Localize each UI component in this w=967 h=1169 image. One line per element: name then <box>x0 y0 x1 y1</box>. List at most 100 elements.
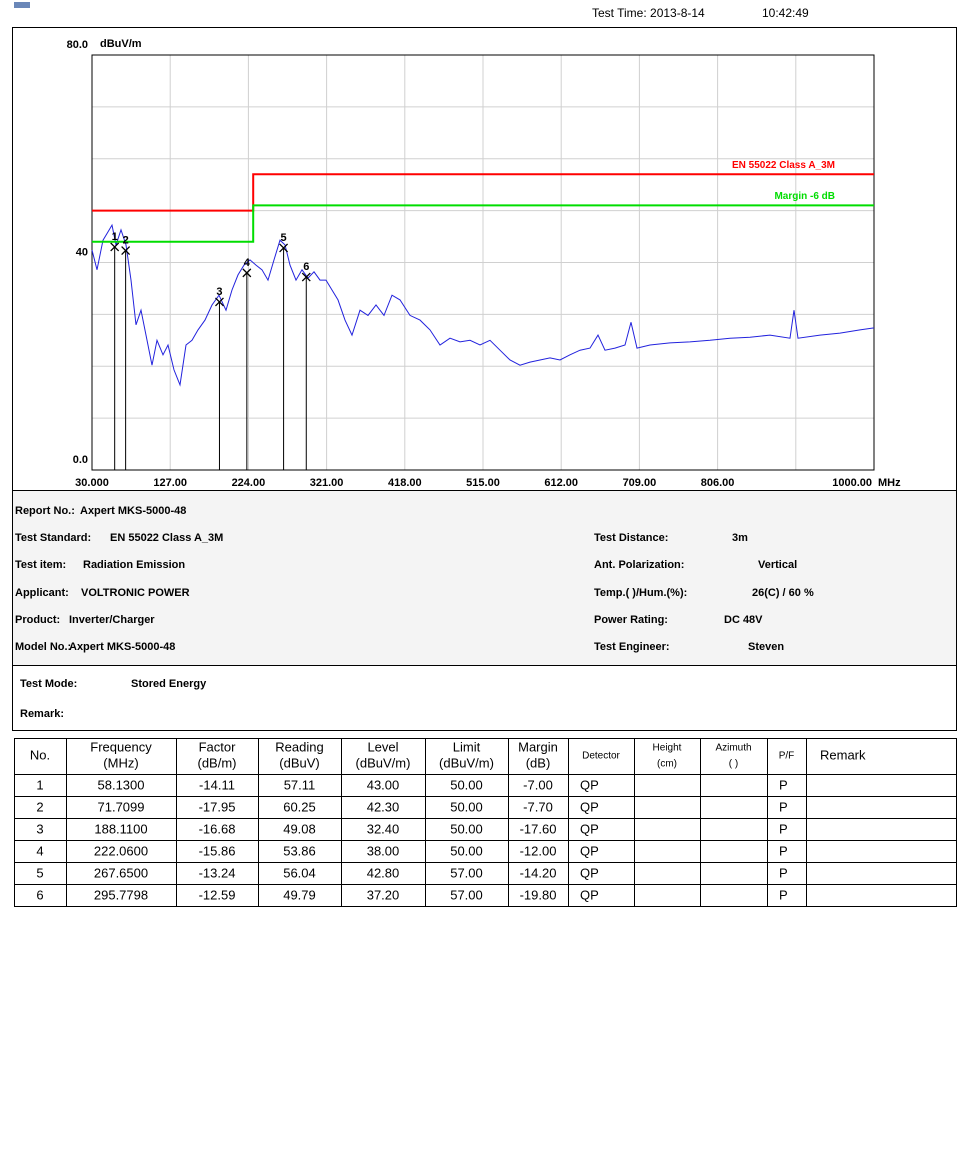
table-cell: QP <box>580 821 599 836</box>
column-header: Detector <box>582 751 620 762</box>
column-header: Reading <box>275 739 323 754</box>
table-cell: 295.7798 <box>94 887 148 902</box>
table-cell: 222.0600 <box>94 843 148 858</box>
x-tick-label: 1000.00 <box>832 477 872 489</box>
column-header: Level <box>367 739 398 754</box>
x-tick-label: 224.00 <box>232 477 266 489</box>
column-header: Factor <box>199 739 237 754</box>
info-label: Test Distance: <box>594 532 668 544</box>
table-cell: P <box>779 777 788 792</box>
test-mode: Stored Energy <box>131 678 207 690</box>
column-header: Margin <box>518 739 558 754</box>
table-cell: P <box>779 843 788 858</box>
limit-label: Margin -6 dB <box>774 191 835 202</box>
table-cell: 6 <box>36 887 43 902</box>
x-tick-label: 709.00 <box>623 477 657 489</box>
table-cell: -12.59 <box>199 887 236 902</box>
column-header: (dBuV/m) <box>439 755 494 770</box>
column-header: P/F <box>779 751 795 762</box>
table-cell: 32.40 <box>367 821 400 836</box>
column-header: (dBuV/m) <box>356 755 411 770</box>
table-cell: QP <box>580 843 599 858</box>
table-cell: 57.00 <box>450 887 483 902</box>
table-cell: 50.00 <box>450 843 483 858</box>
table-cell: P <box>779 799 788 814</box>
info-label: Power Rating: <box>594 614 668 626</box>
info-label: Ant. Polarization: <box>594 559 684 571</box>
marker-label: 5 <box>281 232 287 244</box>
info-value: 3m <box>732 532 748 544</box>
x-tick-label: 321.00 <box>310 477 344 489</box>
plot-frame <box>91 54 875 471</box>
column-header: Height <box>653 743 682 754</box>
y-tick-label: 80.0 <box>67 39 88 51</box>
table-cell: P <box>779 865 788 880</box>
table-cell: -17.95 <box>199 799 236 814</box>
marker <box>242 268 252 278</box>
marker <box>215 297 224 307</box>
report-frame <box>12 27 957 731</box>
y-tick-label: 0.0 <box>73 454 88 466</box>
column-header: (dB/m) <box>198 755 237 770</box>
column-header: (dB) <box>526 755 551 770</box>
marker <box>121 246 131 256</box>
table-cell: QP <box>580 865 599 880</box>
column-header: (cm) <box>657 759 677 770</box>
trace <box>91 223 875 387</box>
x-tick-label: 806.00 <box>701 477 735 489</box>
table-cell: 49.08 <box>283 821 316 836</box>
table-cell: 57.11 <box>284 777 316 792</box>
table-cell: 57.00 <box>450 865 483 880</box>
column-header: Limit <box>453 739 481 754</box>
table-cell: P <box>779 887 788 902</box>
column-header: (dBuV) <box>279 755 319 770</box>
info-value: VOLTRONIC POWER <box>81 587 190 599</box>
limit-line <box>92 204 874 243</box>
x-tick-label: 30.000 <box>75 477 109 489</box>
y-tick-label: 40 <box>76 246 88 258</box>
marker-label: 3 <box>216 286 222 298</box>
marker-label: 2 <box>123 234 129 246</box>
table-cell: -13.24 <box>199 865 236 880</box>
table-cell: 50.00 <box>450 777 483 792</box>
info-value: DC 48V <box>724 614 763 626</box>
table-cell: 42.30 <box>367 799 400 814</box>
table-cell: 56.04 <box>283 865 316 880</box>
info-label: Test item: <box>15 559 66 571</box>
table-cell: 71.7099 <box>98 799 145 814</box>
info-label: Temp.( )/Hum.(%): <box>594 587 687 599</box>
column-header: Azimuth <box>715 743 751 754</box>
info-label: Report No.: <box>15 505 75 517</box>
info-value: Axpert MKS-5000-48 <box>80 505 186 517</box>
table-cell: QP <box>580 799 599 814</box>
table-cell: 60.25 <box>283 799 316 814</box>
column-header: (MHz) <box>103 755 138 770</box>
table-cell: 37.20 <box>367 887 400 902</box>
table-cell: -19.80 <box>520 887 557 902</box>
x-tick-label: 515.00 <box>466 477 500 489</box>
table-cell: 50.00 <box>450 799 483 814</box>
info-background <box>13 491 956 665</box>
info-label: Product: <box>15 614 60 626</box>
table-cell: -7.00 <box>523 777 553 792</box>
table-cell: QP <box>580 777 599 792</box>
table-cell: 5 <box>36 865 43 880</box>
info-value: Steven <box>748 641 784 653</box>
table-cell: 4 <box>36 843 43 858</box>
marker <box>279 243 289 253</box>
marker-label: 1 <box>112 231 118 243</box>
table-cell: QP <box>580 887 599 902</box>
info-value: Radiation Emission <box>83 559 185 571</box>
table-cell: 188.1100 <box>94 821 147 836</box>
column-header: Remark <box>820 747 866 762</box>
info-value: EN 55022 Class A_3M <box>110 532 223 544</box>
table-cell: 53.86 <box>283 843 316 858</box>
x-tick-label: 612.00 <box>544 477 578 489</box>
x-tick-label: 418.00 <box>388 477 422 489</box>
table-cell: -14.20 <box>520 865 557 880</box>
table-cell: 2 <box>36 799 43 814</box>
table-cell: -16.68 <box>199 821 236 836</box>
table-cell: P <box>779 821 788 836</box>
info-value: Vertical <box>758 559 797 571</box>
